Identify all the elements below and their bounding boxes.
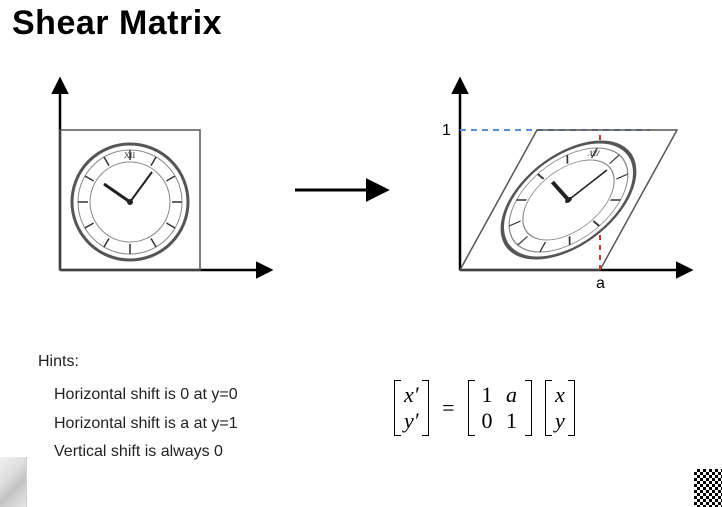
m01: a	[502, 383, 522, 407]
shear-equation: x′ y′ = 1 a 0 1 x y	[390, 380, 579, 436]
slide: Shear Matrix	[0, 0, 722, 507]
eq-x: x	[555, 382, 565, 407]
m11: 1	[502, 409, 522, 433]
eq-y: y	[555, 408, 565, 433]
clock-icon: XII	[479, 142, 659, 258]
hint-line: Vertical shift is always 0	[38, 438, 238, 467]
vector-rhs: x y	[545, 380, 575, 436]
eq-yprime: y′	[404, 408, 419, 433]
hints-block: Hints: Horizontal shift is 0 at y=0 Hori…	[38, 348, 238, 467]
eq-xprime: x′	[404, 382, 419, 407]
label-one: 1	[442, 122, 451, 139]
slide-title: Shear Matrix	[12, 4, 222, 43]
m00: 1	[478, 383, 496, 407]
clock-icon: XII	[72, 144, 188, 260]
m10: 0	[478, 409, 496, 433]
matrix-2x2: 1 a 0 1	[468, 380, 532, 436]
equals-sign: =	[438, 395, 458, 421]
hints-header: Hints:	[38, 348, 238, 377]
vector-lhs: x′ y′	[394, 380, 429, 436]
right-axes-panel: 1 a	[400, 65, 700, 295]
sheared-clock-group: XII	[479, 142, 659, 258]
label-a: a	[596, 275, 605, 292]
hint-line: Horizontal shift is a at y=1	[38, 410, 238, 439]
diagram-row: XII	[30, 70, 700, 290]
svg-text:XII: XII	[124, 151, 135, 160]
hint-line: Horizontal shift is 0 at y=0	[38, 381, 238, 410]
arrow-icon	[285, 70, 405, 290]
left-axes-panel: XII	[30, 70, 280, 290]
thumbnail-icon	[0, 457, 27, 507]
qr-code-icon	[694, 469, 722, 507]
